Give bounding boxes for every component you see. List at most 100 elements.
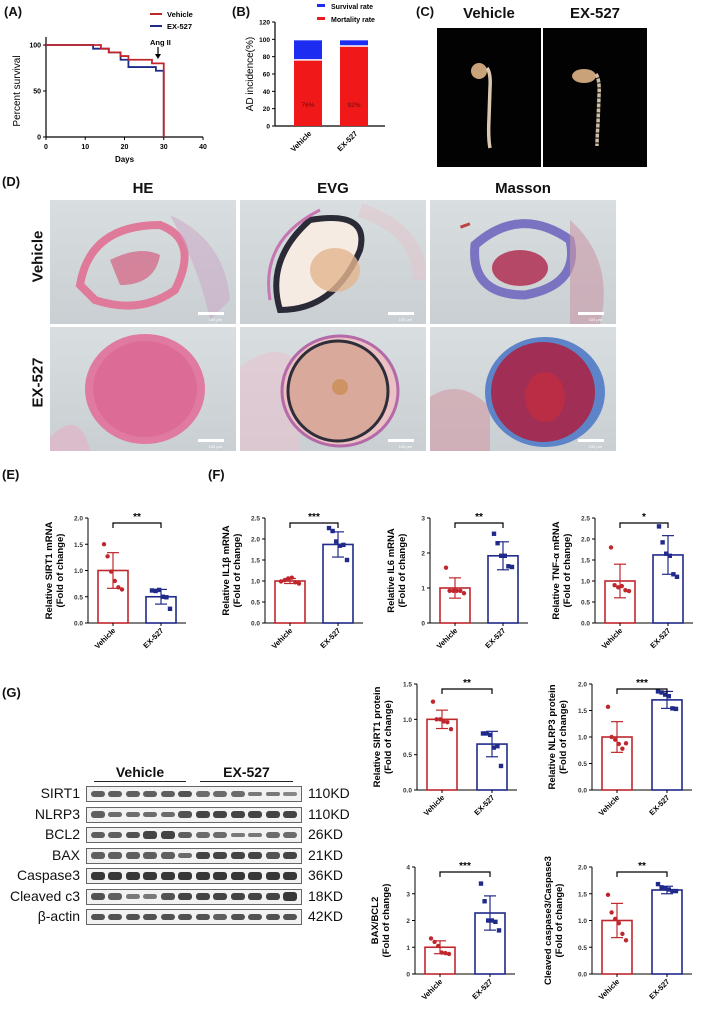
blot-band bbox=[248, 913, 263, 921]
survival-curve-chart: 0 10 20 30 40 0 50 100 Days Percent survival Vehic… bbox=[12, 10, 207, 164]
svg-text:Vehicle: Vehicle bbox=[422, 793, 447, 818]
svg-text:1.0: 1.0 bbox=[581, 579, 590, 586]
blot-band bbox=[213, 810, 228, 819]
svg-text:60: 60 bbox=[263, 72, 271, 79]
histology-evg-vehicle: 100 μm bbox=[240, 200, 426, 324]
blot-band bbox=[160, 913, 175, 921]
blot-band bbox=[283, 810, 298, 819]
svg-text:1.5: 1.5 bbox=[251, 558, 260, 565]
blot-band bbox=[90, 790, 105, 798]
blot-band bbox=[125, 871, 140, 881]
svg-text:Relative TNF-α mRNA: Relative TNF-α mRNA bbox=[551, 521, 562, 619]
svg-text:100: 100 bbox=[259, 37, 270, 44]
blot-protein-label: NLRP3 bbox=[34, 805, 80, 822]
panel-e-label: (E) bbox=[2, 467, 20, 482]
svg-text:Ang II: Ang II bbox=[150, 38, 171, 47]
aorta-photo-ex527 bbox=[543, 28, 647, 167]
svg-text:76%: 76% bbox=[301, 102, 314, 109]
svg-text:**: ** bbox=[475, 512, 483, 523]
blot-band bbox=[143, 811, 158, 818]
svg-text:(Fold of change): (Fold of change) bbox=[558, 700, 569, 774]
svg-text:***: *** bbox=[308, 512, 320, 523]
svg-text:92%: 92% bbox=[347, 102, 360, 109]
svg-text:0.5: 0.5 bbox=[578, 761, 587, 768]
western-blot: SIRT1 110KD NLRP3 110KD BCL2 26KD BAX 21KD Caspa… bbox=[0, 785, 360, 946]
blot-strip bbox=[86, 868, 302, 884]
svg-text:Vehicle: Vehicle bbox=[289, 129, 314, 154]
svg-text:1: 1 bbox=[406, 945, 410, 952]
svg-text:Relative NLRP3 protein: Relative NLRP3 protein bbox=[547, 684, 558, 789]
blot-band bbox=[108, 913, 123, 921]
blot-band bbox=[90, 831, 105, 839]
svg-text:(Fold of change): (Fold of change) bbox=[397, 534, 408, 608]
svg-text:0: 0 bbox=[421, 621, 425, 628]
cleaved-caspase3-chart: 0.0 0.5 1.0 1.5 2.0 Cleaved caspase3/Caspase3… bbox=[543, 856, 692, 1002]
blot-band bbox=[125, 913, 140, 921]
ad-incidence-chart: 0 20 40 60 80 100 120 AD incidence(%) 76% Vehicle… bbox=[245, 4, 385, 154]
svg-text:0.0: 0.0 bbox=[251, 621, 260, 628]
scale-bar-label: 100 μm bbox=[398, 317, 412, 322]
svg-text:40: 40 bbox=[199, 144, 207, 151]
scale-bar-label: 100 μm bbox=[208, 444, 222, 449]
blot-band bbox=[160, 871, 175, 881]
svg-text:1.5: 1.5 bbox=[578, 708, 587, 715]
blot-band bbox=[143, 894, 158, 899]
svg-text:Relative SIRT1 mRNA: Relative SIRT1 mRNA bbox=[44, 522, 55, 620]
svg-text:Mortality rate: Mortality rate bbox=[331, 17, 375, 24]
blot-group-underline bbox=[94, 781, 186, 782]
svg-text:0.5: 0.5 bbox=[251, 600, 260, 607]
svg-text:0: 0 bbox=[266, 124, 270, 131]
histology-he-vehicle: 100 μm bbox=[50, 200, 236, 324]
blot-band bbox=[90, 913, 105, 921]
blot-strip bbox=[86, 847, 302, 864]
svg-text:Days: Days bbox=[115, 155, 135, 164]
svg-text:0.0: 0.0 bbox=[578, 788, 587, 795]
svg-text:2.0: 2.0 bbox=[578, 682, 587, 689]
svg-text:1: 1 bbox=[421, 586, 425, 593]
aorta-photo-vehicle bbox=[437, 28, 541, 167]
panel-g-label: (G) bbox=[2, 685, 21, 700]
bax-bcl2-chart: 0 1 2 3 4 BAX/BCL2 (Fold of change) Vehicle EX-5… bbox=[370, 861, 515, 1002]
blot-band bbox=[195, 832, 210, 838]
blot-kd-label: 36KD bbox=[308, 867, 344, 883]
row-header-ex527: EX-527 bbox=[29, 357, 47, 408]
sirt1-protein-chart: 0.0 0.5 1.0 1.5 Relative SIRT1 protein (Fold … bbox=[372, 678, 517, 818]
blot-band bbox=[230, 810, 245, 819]
blot-band bbox=[125, 831, 140, 839]
blot-band bbox=[213, 892, 228, 901]
scale-bar-label: 100 μm bbox=[588, 317, 602, 322]
svg-text:0.0: 0.0 bbox=[403, 788, 412, 795]
blot-band bbox=[108, 811, 123, 818]
blot-group-underline bbox=[200, 781, 293, 782]
svg-text:1.5: 1.5 bbox=[74, 542, 83, 549]
svg-text:**: ** bbox=[133, 512, 141, 523]
svg-text:Vehicle: Vehicle bbox=[597, 977, 622, 1002]
svg-text:2: 2 bbox=[406, 918, 410, 925]
blot-band bbox=[195, 871, 210, 881]
svg-text:2.0: 2.0 bbox=[578, 865, 587, 872]
svg-text:(Fold of change): (Fold of change) bbox=[554, 884, 565, 958]
blot-protein-label: Cleaved c3 bbox=[9, 887, 80, 904]
svg-text:30: 30 bbox=[160, 144, 168, 151]
column-header-masson: Masson bbox=[495, 180, 551, 197]
blot-band bbox=[125, 894, 140, 899]
nlrp3-protein-chart: 0.0 0.5 1.0 1.5 2.0 Relative NLRP3 protein (Fo… bbox=[547, 678, 692, 818]
blot-band bbox=[143, 871, 158, 881]
svg-text:(Fold of change): (Fold of change) bbox=[232, 534, 243, 608]
blot-band bbox=[265, 852, 280, 859]
blot-band bbox=[283, 892, 298, 901]
panel-d-label: (D) bbox=[2, 174, 21, 189]
blot-band bbox=[178, 811, 193, 818]
scale-bar-label: 100 μm bbox=[588, 444, 602, 449]
aorta-specimen-icon bbox=[471, 63, 492, 149]
blot-kd-label: 21KD bbox=[308, 846, 344, 863]
blot-band bbox=[160, 852, 175, 859]
blot-band bbox=[230, 892, 245, 901]
svg-text:BAX/BCL2: BAX/BCL2 bbox=[370, 897, 381, 945]
blot-protein-label: BCL2 bbox=[44, 826, 80, 842]
svg-text:0.5: 0.5 bbox=[578, 945, 587, 952]
blot-band bbox=[178, 790, 193, 798]
photo-header-vehicle: Vehicle bbox=[463, 5, 515, 22]
svg-text:EX-527: EX-527 bbox=[647, 793, 671, 817]
blot-band bbox=[178, 852, 193, 859]
